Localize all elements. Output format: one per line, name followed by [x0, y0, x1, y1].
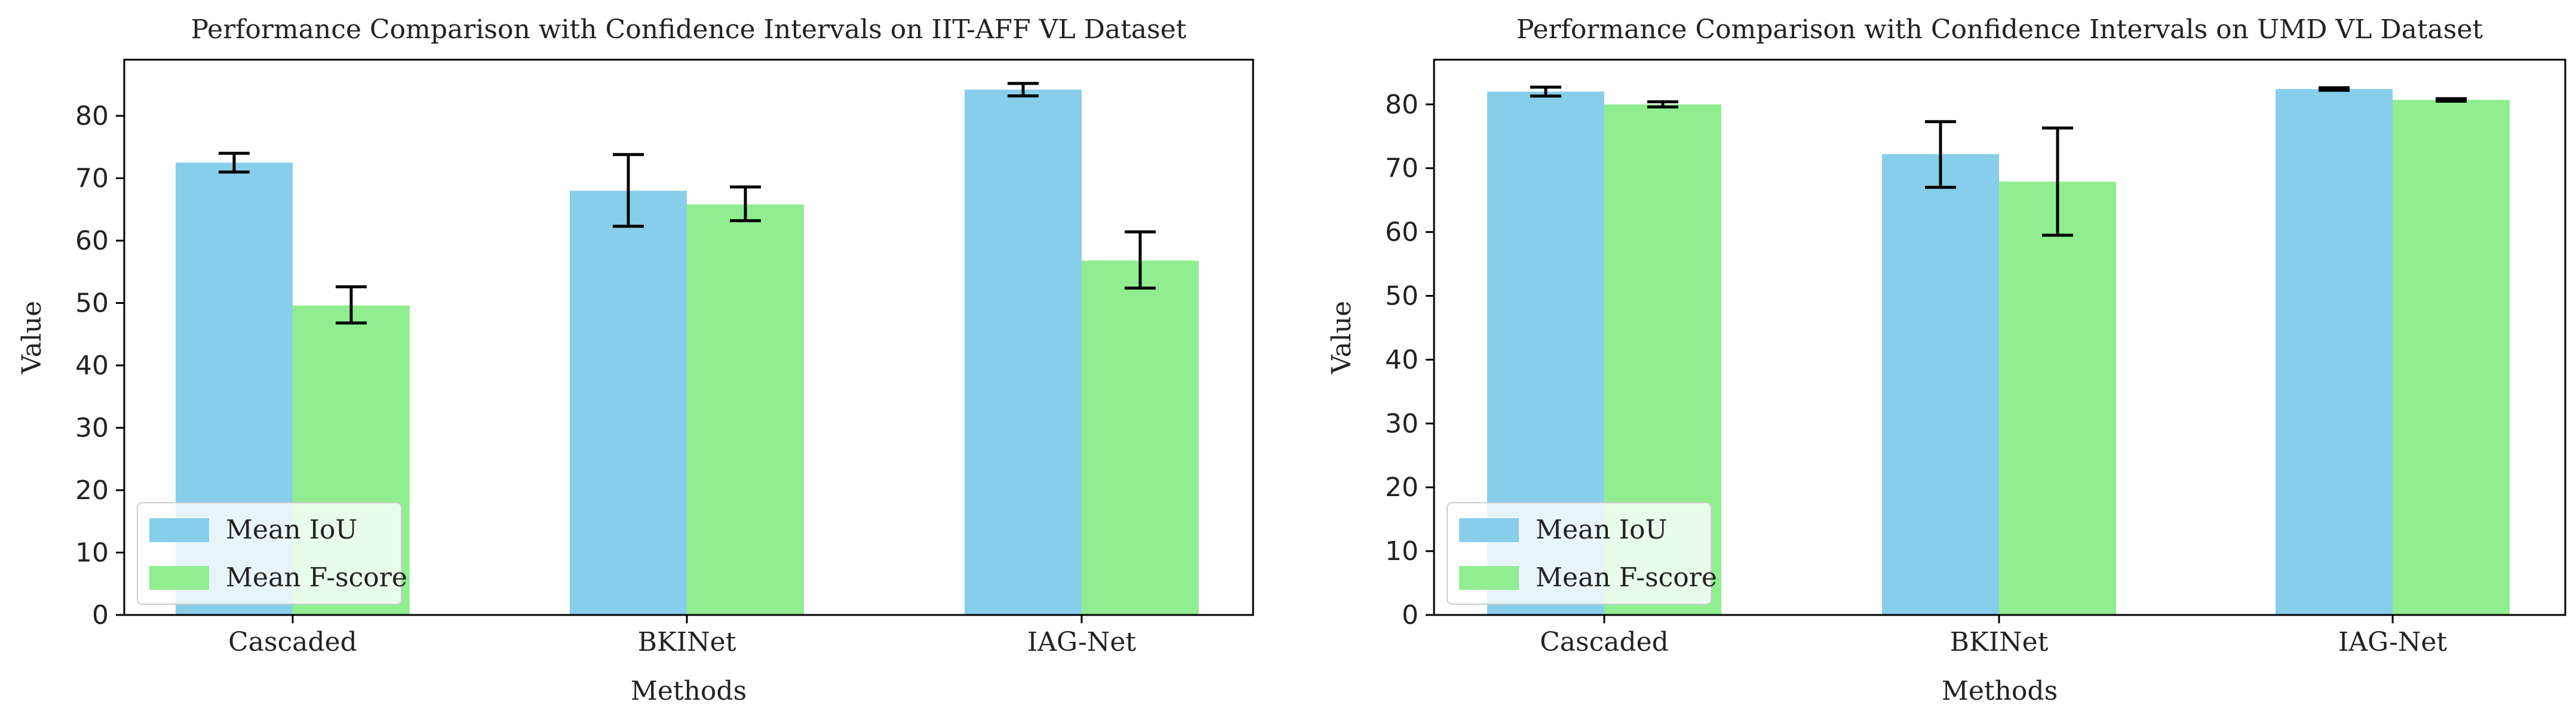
legend: Mean IoU Mean F-score — [1447, 502, 1717, 605]
x-tick-label: IAG-Net — [2338, 627, 2448, 657]
error-bar — [2042, 126, 2073, 237]
y-axis-label: Value — [1327, 301, 1357, 374]
y-tick-label: 50 — [1385, 281, 1419, 312]
y-tick-label: 20 — [75, 475, 109, 506]
error-bar — [1925, 120, 1956, 189]
y-tick-label: 30 — [75, 413, 109, 444]
y-tick-label: 20 — [1385, 472, 1419, 503]
bar-mean-f-score-iag-net — [1082, 260, 1199, 615]
chart-title: Performance Comparison with Confidence I… — [1516, 14, 2483, 45]
y-tick-label: 80 — [1385, 90, 1419, 120]
error-bar — [1008, 82, 1039, 98]
error-bar — [336, 285, 367, 325]
bar-mean-iou-iag-net — [2276, 89, 2393, 615]
y-tick-label: 70 — [1385, 153, 1419, 184]
y-tick-label: 60 — [75, 226, 109, 256]
error-bar — [613, 153, 644, 228]
legend-swatch — [1459, 518, 1519, 542]
y-axis-label: Value — [17, 301, 47, 374]
y-tick-label: 60 — [1385, 217, 1419, 248]
bar-mean-f-score-bkinet — [1999, 182, 2116, 615]
bar-mean-f-score-bkinet — [687, 204, 804, 615]
error-bar — [219, 152, 250, 174]
y-tick-label: 10 — [75, 538, 109, 568]
legend-swatch — [1459, 566, 1519, 590]
legend-swatch — [149, 566, 209, 590]
x-axis-label: Methods — [1942, 676, 2058, 706]
error-bar — [1125, 230, 1156, 290]
y-tick-label: 0 — [1402, 600, 1419, 630]
x-tick-label: Cascaded — [228, 627, 357, 657]
x-tick-label: BKINet — [1950, 627, 2049, 657]
y-tick-label: 70 — [75, 164, 109, 194]
legend-label: Mean IoU — [226, 515, 358, 545]
error-bar — [2319, 86, 2350, 92]
legend-label: Mean F-score — [226, 562, 407, 593]
y-tick-label: 30 — [1385, 408, 1419, 439]
legend: Mean IoU Mean F-score — [137, 502, 407, 605]
chart-panel-1: Performance Comparison with Confidence I… — [17, 14, 1254, 706]
legend-swatch — [149, 518, 209, 542]
bar-mean-iou-bkinet — [570, 190, 687, 615]
bar-mean-f-score-iag-net — [2393, 100, 2510, 615]
y-tick-label: 0 — [92, 600, 109, 630]
y-tick-label: 40 — [1385, 344, 1419, 375]
x-tick-label: BKINet — [638, 627, 736, 657]
legend-label: Mean F-score — [1536, 562, 1717, 593]
legend-label: Mean IoU — [1536, 515, 1668, 545]
x-tick-label: Cascaded — [1540, 627, 1669, 657]
bar-mean-iou-iag-net — [965, 90, 1082, 616]
y-tick-label: 80 — [75, 101, 109, 131]
error-bar — [1530, 85, 1561, 98]
chart-panel-2: Performance Comparison with Confidence I… — [1327, 14, 2566, 706]
y-tick-label: 50 — [75, 288, 109, 319]
x-axis-label: Methods — [631, 676, 747, 706]
y-tick-label: 10 — [1385, 536, 1419, 567]
plot-frame — [123, 59, 1254, 616]
plot-frame — [1433, 59, 2566, 616]
bar-mean-iou-bkinet — [1882, 154, 1999, 615]
x-tick-label: IAG-Net — [1027, 627, 1137, 657]
y-tick-label: 40 — [75, 350, 109, 381]
error-bar — [1647, 100, 1678, 109]
error-bar — [2436, 97, 2467, 103]
chart-title: Performance Comparison with Confidence I… — [191, 14, 1187, 45]
error-bar — [730, 185, 761, 223]
